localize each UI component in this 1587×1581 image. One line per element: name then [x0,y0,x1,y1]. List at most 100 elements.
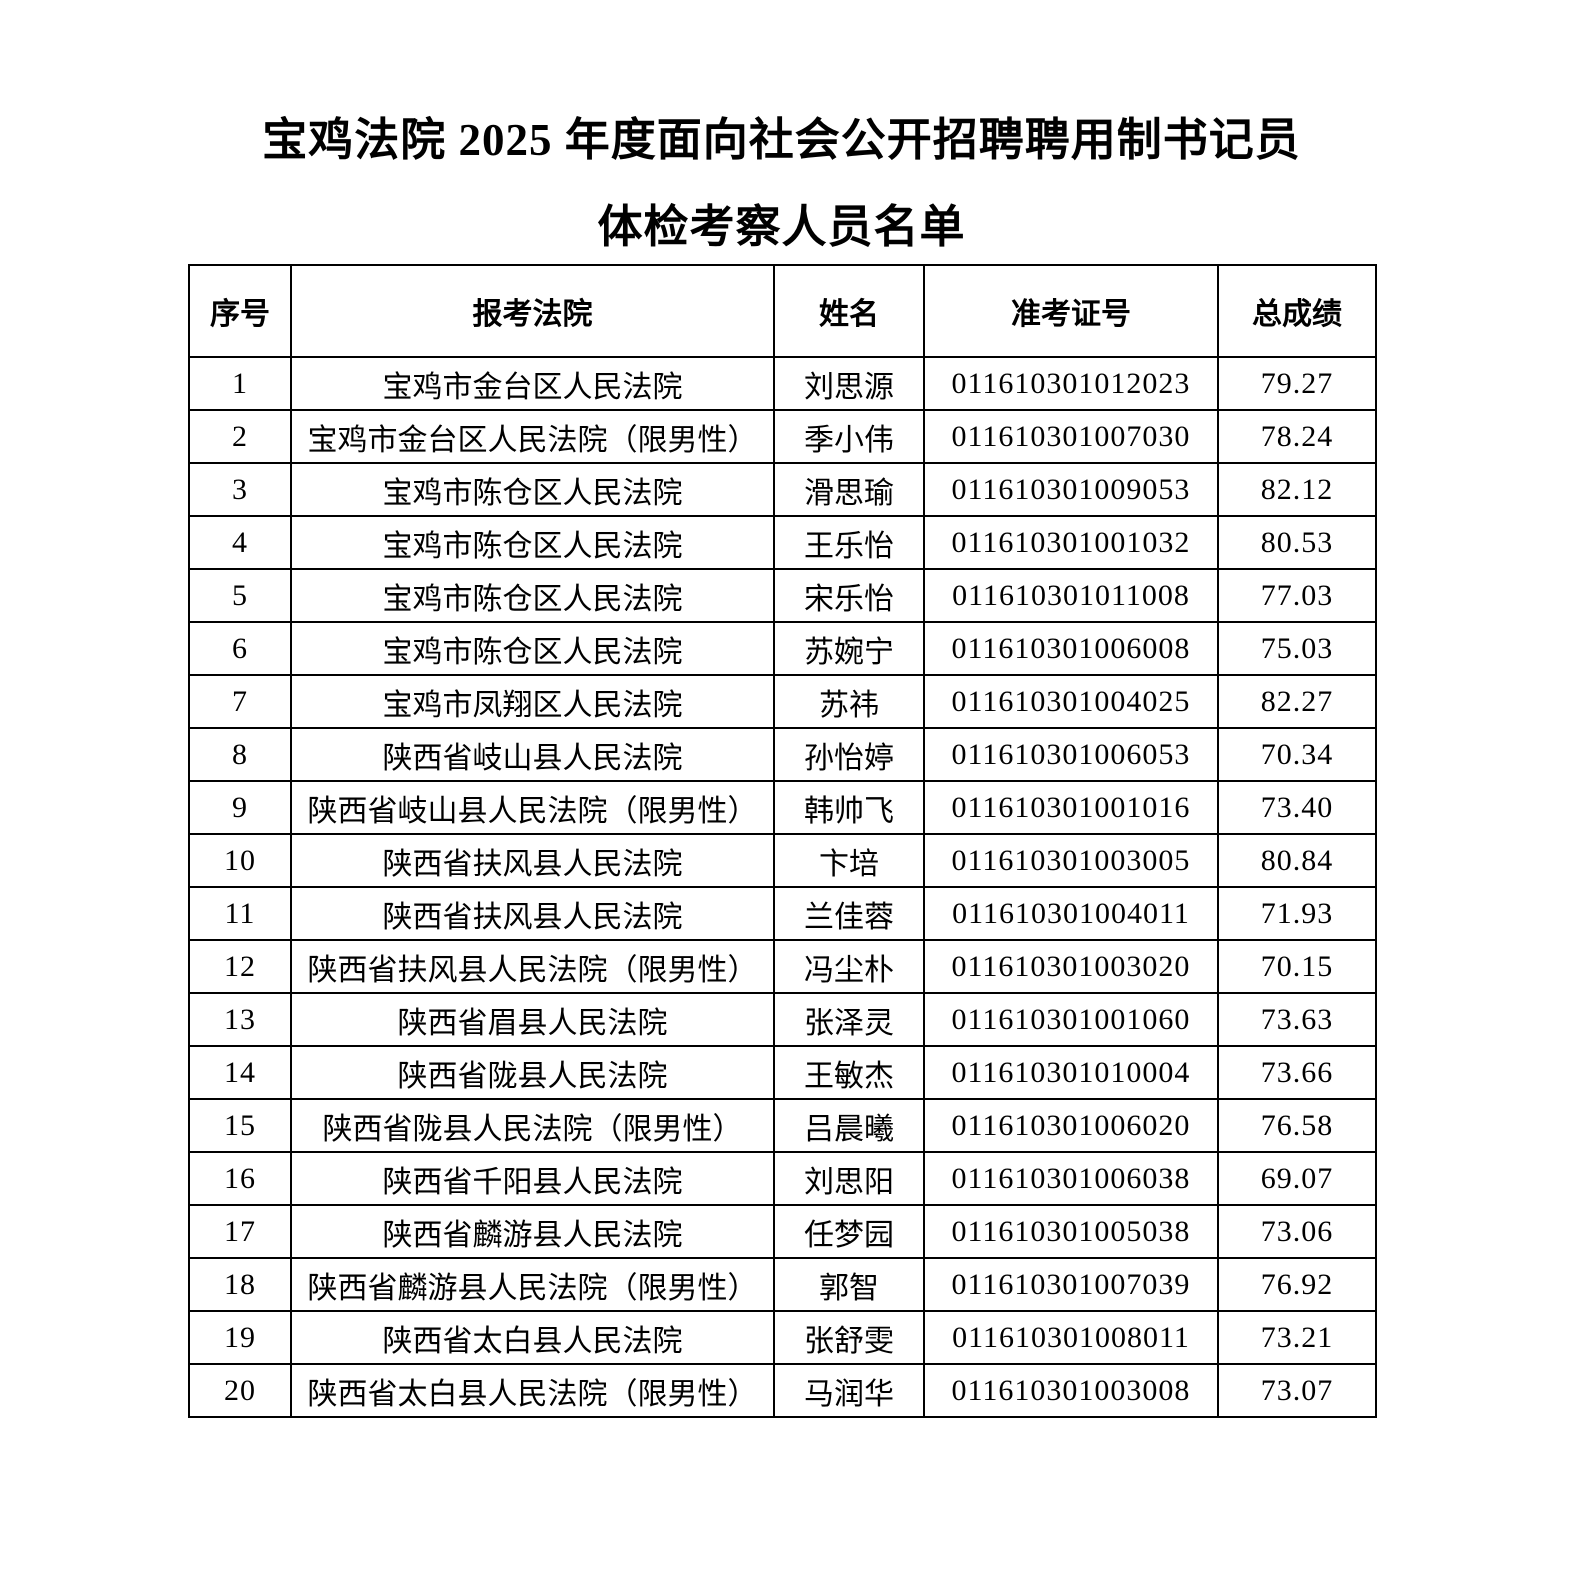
table-header-row: 序号 报考法院 姓名 准考证号 总成绩 [188,264,1377,358]
cell-serial: 7 [188,674,292,729]
cell-name: 宋乐怡 [773,568,925,623]
table-row: 20 陕西省太白县人民法院（限男性） 马润华 011610301003008 73.07 [188,1363,1377,1418]
cell-name: 任梦园 [773,1204,925,1259]
cell-name: 苏婉宁 [773,621,925,676]
cell-name: 郭智 [773,1257,925,1312]
header-court: 报考法院 [290,264,775,358]
cell-name: 张泽灵 [773,992,925,1047]
table-row: 16 陕西省千阳县人民法院 刘思阳 011610301006038 69.07 [188,1151,1377,1206]
cell-court: 宝鸡市金台区人民法院 [290,356,775,411]
cell-court: 陕西省太白县人民法院 [290,1310,775,1365]
table-row: 15 陕西省陇县人民法院（限男性） 吕晨曦 011610301006020 76.58 [188,1098,1377,1153]
cell-serial: 16 [188,1151,292,1206]
cell-serial: 8 [188,727,292,782]
cell-serial: 10 [188,833,292,888]
cell-name: 滑思瑜 [773,462,925,517]
cell-court: 宝鸡市陈仓区人民法院 [290,621,775,676]
cell-court: 陕西省岐山县人民法院 [290,727,775,782]
cell-court: 陕西省扶风县人民法院（限男性） [290,939,775,994]
cell-court: 陕西省扶风县人民法院 [290,886,775,941]
header-serial: 序号 [188,264,292,358]
cell-exam-id: 011610301001016 [923,780,1219,835]
document-content: 宝鸡法院 2025 年度面向社会公开招聘聘用制书记员 体检考察人员名单 序号 报… [188,0,1377,1418]
table-row: 18 陕西省麟游县人民法院（限男性） 郭智 011610301007039 76.92 [188,1257,1377,1312]
cell-name: 兰佳蓉 [773,886,925,941]
cell-court: 宝鸡市陈仓区人民法院 [290,568,775,623]
cell-exam-id: 011610301003005 [923,833,1219,888]
cell-exam-id: 011610301006020 [923,1098,1219,1153]
cell-serial: 12 [188,939,292,994]
cell-court: 陕西省麟游县人民法院 [290,1204,775,1259]
table-row: 2 宝鸡市金台区人民法院（限男性） 季小伟 011610301007030 78.24 [188,409,1377,464]
cell-court: 宝鸡市凤翔区人民法院 [290,674,775,729]
cell-name: 刘思源 [773,356,925,411]
cell-score: 69.07 [1217,1151,1377,1206]
cell-court: 陕西省麟游县人民法院（限男性） [290,1257,775,1312]
table-row: 3 宝鸡市陈仓区人民法院 滑思瑜 011610301009053 82.12 [188,462,1377,517]
cell-score: 80.84 [1217,833,1377,888]
cell-serial: 13 [188,992,292,1047]
cell-court: 宝鸡市陈仓区人民法院 [290,462,775,517]
cell-name: 苏祎 [773,674,925,729]
table-row: 7 宝鸡市凤翔区人民法院 苏祎 011610301004025 82.27 [188,674,1377,729]
cell-exam-id: 011610301004011 [923,886,1219,941]
cell-serial: 15 [188,1098,292,1153]
table-row: 5 宝鸡市陈仓区人民法院 宋乐怡 011610301011008 77.03 [188,568,1377,623]
cell-exam-id: 011610301003020 [923,939,1219,994]
table-row: 10 陕西省扶风县人民法院 卞培 011610301003005 80.84 [188,833,1377,888]
cell-exam-id: 011610301001060 [923,992,1219,1047]
cell-score: 73.40 [1217,780,1377,835]
cell-name: 韩帅飞 [773,780,925,835]
header-exam-id: 准考证号 [923,264,1219,358]
cell-score: 75.03 [1217,621,1377,676]
document-title-line1: 宝鸡法院 2025 年度面向社会公开招聘聘用制书记员 [262,115,1301,165]
cell-court: 陕西省千阳县人民法院 [290,1151,775,1206]
table-row: 17 陕西省麟游县人民法院 任梦园 011610301005038 73.06 [188,1204,1377,1259]
header-name: 姓名 [773,264,925,358]
cell-score: 78.24 [1217,409,1377,464]
table-row: 14 陕西省陇县人民法院 王敏杰 011610301010004 73.66 [188,1045,1377,1100]
cell-court: 宝鸡市陈仓区人民法院 [290,515,775,570]
cell-serial: 19 [188,1310,292,1365]
cell-serial: 2 [188,409,292,464]
cell-serial: 5 [188,568,292,623]
cell-exam-id: 011610301006038 [923,1151,1219,1206]
cell-court: 宝鸡市金台区人民法院（限男性） [290,409,775,464]
cell-name: 冯尘朴 [773,939,925,994]
cell-name: 王敏杰 [773,1045,925,1100]
cell-serial: 4 [188,515,292,570]
cell-score: 70.34 [1217,727,1377,782]
cell-exam-id: 011610301005038 [923,1204,1219,1259]
cell-name: 刘思阳 [773,1151,925,1206]
document-title-line2: 体检考察人员名单 [597,202,966,252]
table-row: 11 陕西省扶风县人民法院 兰佳蓉 011610301004011 71.93 [188,886,1377,941]
cell-serial: 6 [188,621,292,676]
table-row: 4 宝鸡市陈仓区人民法院 王乐怡 011610301001032 80.53 [188,515,1377,570]
table-row: 19 陕西省太白县人民法院 张舒雯 011610301008011 73.21 [188,1310,1377,1365]
cell-score: 82.27 [1217,674,1377,729]
table-row: 6 宝鸡市陈仓区人民法院 苏婉宁 011610301006008 75.03 [188,621,1377,676]
table-body: 1 宝鸡市金台区人民法院 刘思源 011610301012023 79.27 2 宝鸡市金台… [188,356,1377,1418]
cell-name: 孙怡婷 [773,727,925,782]
cell-exam-id: 011610301006053 [923,727,1219,782]
cell-score: 73.06 [1217,1204,1377,1259]
cell-exam-id: 011610301008011 [923,1310,1219,1365]
cell-exam-id: 011610301001032 [923,515,1219,570]
table-row: 13 陕西省眉县人民法院 张泽灵 011610301001060 73.63 [188,992,1377,1047]
cell-name: 卞培 [773,833,925,888]
cell-exam-id: 011610301011008 [923,568,1219,623]
cell-exam-id: 011610301009053 [923,462,1219,517]
cell-score: 73.63 [1217,992,1377,1047]
cell-score: 73.07 [1217,1363,1377,1418]
cell-exam-id: 011610301012023 [923,356,1219,411]
cell-exam-id: 011610301006008 [923,621,1219,676]
cell-score: 82.12 [1217,462,1377,517]
cell-serial: 1 [188,356,292,411]
cell-serial: 17 [188,1204,292,1259]
cell-court: 陕西省陇县人民法院 [290,1045,775,1100]
cell-court: 陕西省陇县人民法院（限男性） [290,1098,775,1153]
cell-name: 张舒雯 [773,1310,925,1365]
cell-name: 吕晨曦 [773,1098,925,1153]
cell-serial: 9 [188,780,292,835]
cell-court: 陕西省岐山县人民法院（限男性） [290,780,775,835]
